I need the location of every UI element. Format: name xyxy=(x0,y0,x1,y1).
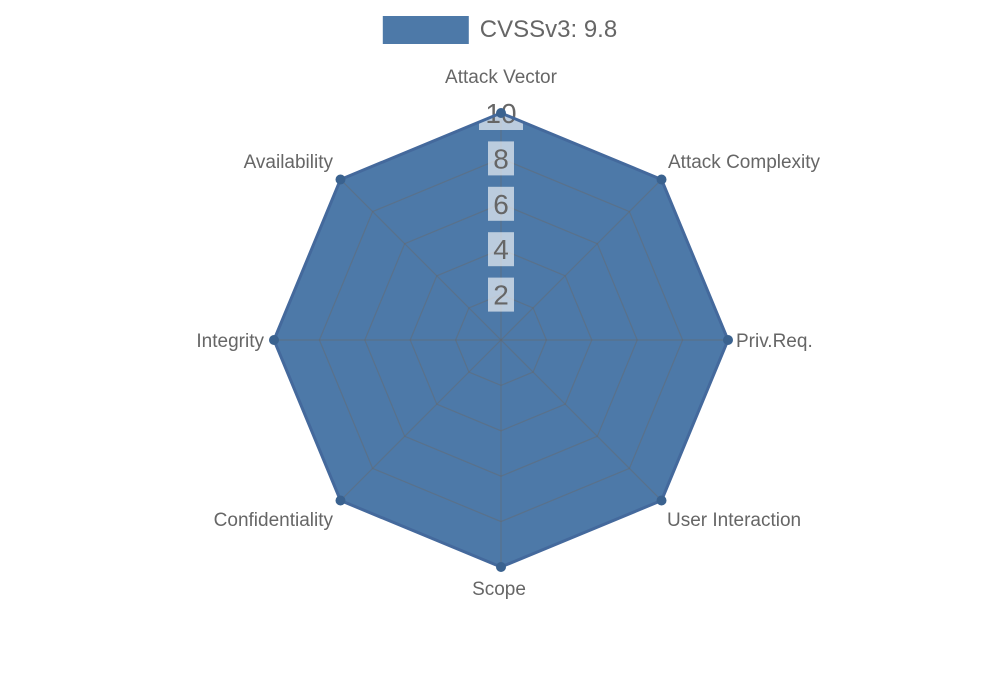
axis-label-availability: Availability xyxy=(244,152,334,173)
axis-label-scope: Scope xyxy=(472,579,526,600)
data-point-integrity[interactable] xyxy=(269,335,279,345)
axis-label-integrity: Integrity xyxy=(196,331,264,352)
axis-spoke-attack-complexity xyxy=(500,179,662,341)
tick-backdrop-4 xyxy=(488,232,514,267)
tick-backdrop-8 xyxy=(488,141,514,176)
grid-ring-8 xyxy=(318,157,684,523)
data-point-availability[interactable] xyxy=(335,174,346,185)
grid-ring-6 xyxy=(364,203,638,477)
legend-label: CVSSv3: 9.8 xyxy=(479,16,618,43)
data-point-confidentiality[interactable] xyxy=(335,495,346,506)
axis-label-attack-vector: Attack Vector xyxy=(445,67,558,88)
data-point-scope[interactable] xyxy=(496,562,506,572)
data-point-priv-req[interactable] xyxy=(723,335,733,345)
tick-backdrop-6 xyxy=(488,186,514,221)
data-point-attack-complexity[interactable] xyxy=(656,174,667,185)
tick-backdrop-2 xyxy=(488,277,514,312)
tick-label-8: 8 xyxy=(493,143,509,174)
grid-ring-2 xyxy=(454,293,548,387)
axis-label-confidentiality: Confidentiality xyxy=(214,510,334,531)
tick-label-4: 4 xyxy=(493,234,509,265)
radar-area xyxy=(274,113,728,567)
axis-spoke-confidentiality xyxy=(340,339,502,501)
chart-legend[interactable]: CVSSv3: 9.8 xyxy=(382,16,618,44)
axis-label-attack-complexity: Attack Complexity xyxy=(668,152,821,173)
legend-color-swatch xyxy=(382,16,469,44)
axis-spoke-availability xyxy=(340,179,502,341)
grid-ring-4 xyxy=(409,248,593,432)
axis-label-priv-req: Priv.Req. xyxy=(736,331,813,352)
axis-spoke-user-interaction xyxy=(500,339,662,501)
data-point-user-interaction[interactable] xyxy=(656,495,667,506)
axis-label-user-interaction: User Interaction xyxy=(667,510,801,531)
tick-label-6: 6 xyxy=(493,189,509,220)
tick-label-2: 2 xyxy=(493,280,509,311)
data-point-attack-vector[interactable] xyxy=(496,108,506,118)
